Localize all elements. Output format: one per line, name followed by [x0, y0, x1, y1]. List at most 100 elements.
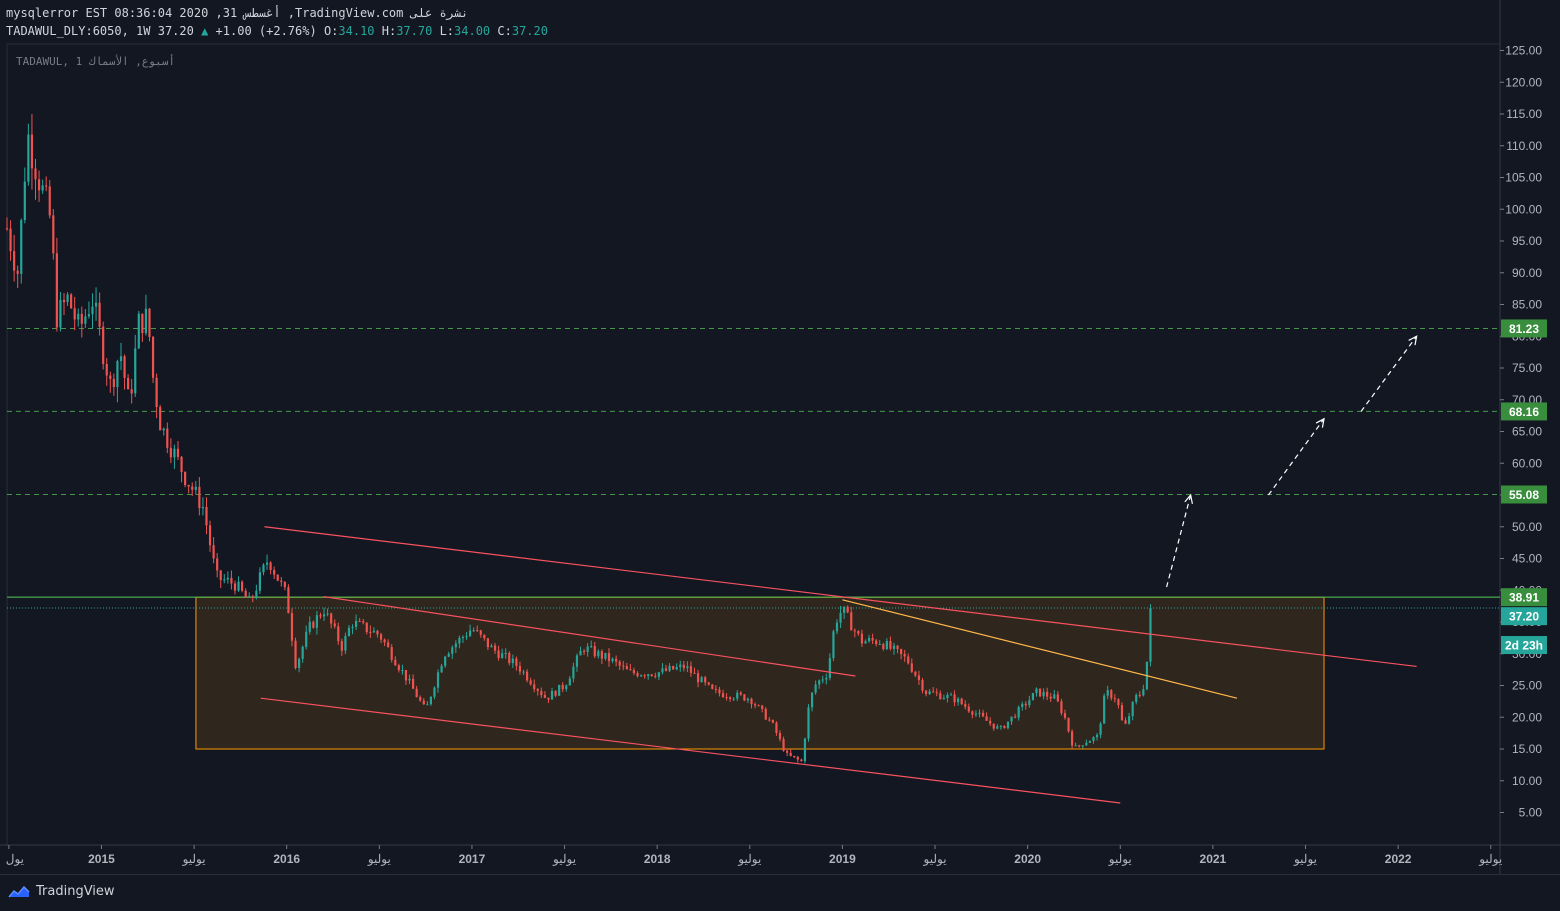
candle-body-25: [94, 302, 98, 307]
price-chart[interactable]: TADAWUL, 1 أسبوع, الأسماك 125.00 120.00 11…: [0, 0, 1560, 874]
change-value: +1.00 (+2.76%): [215, 24, 317, 38]
y-tick-label-0: 125.00: [1505, 44, 1542, 58]
y-tick-label-21: 20.00: [1512, 710, 1542, 724]
candle-body-187: [672, 665, 675, 670]
candle-body-127: [458, 637, 461, 644]
candle-body-317: [1135, 695, 1138, 702]
candle-body-85: [308, 621, 311, 632]
y-tick-label-4: 105.00: [1505, 171, 1542, 185]
candle-body-304: [1088, 741, 1092, 743]
candle-body-14: [55, 253, 58, 328]
candle-body-129: [465, 636, 468, 638]
open-value: 34.10: [338, 24, 375, 38]
horizontal-levels: [7, 327, 1500, 609]
y-tick-label-12: 65.00: [1512, 425, 1542, 439]
candle-body-190: [682, 664, 685, 669]
candle-body-30: [112, 378, 115, 388]
time-axis[interactable]: يول 2015 يوليو 2016 يوليو 2017 يوليو 2018 يوليو 2…: [6, 845, 1503, 866]
candle-body-121: [436, 672, 440, 688]
candle-body-124: [447, 653, 450, 657]
candle-body-84: [305, 631, 308, 647]
candle-body-211: [757, 705, 760, 707]
candle-body-112: [404, 669, 408, 681]
candle-body-81: [294, 640, 297, 669]
candle-body-86: [312, 621, 315, 628]
candle-body-276: [989, 720, 992, 724]
candle-body-209: [750, 698, 753, 705]
candle-body-242: [867, 638, 871, 642]
tradingview-logo-icon: [8, 885, 30, 897]
candle-body-267: [957, 698, 960, 703]
candle-body-56: [205, 506, 208, 526]
price-axis[interactable]: 125.00 120.00 115.00 110.00 105.00 100.00 95.0…: [1500, 44, 1542, 820]
candle-body-74: [269, 562, 272, 571]
x-tick-label-10: يوليو: [923, 852, 947, 866]
candle-body-294: [1053, 694, 1056, 699]
range-box-rect: [195, 596, 1325, 750]
candle-body-15: [59, 299, 62, 328]
range-box: [195, 596, 1325, 750]
projection-arrowhead-2: [1408, 335, 1418, 346]
candle-body-248: [889, 641, 892, 649]
candle-body-166: [597, 651, 600, 657]
candle-body-153: [550, 690, 554, 700]
high-value: 37.70: [396, 24, 433, 38]
candle-body-252: [903, 654, 906, 657]
candle-body-236: [846, 606, 849, 613]
candle-body-315: [1128, 716, 1131, 724]
candle-body-158: [568, 678, 571, 686]
candle-body-235: [843, 606, 846, 613]
candle-body-306: [1095, 734, 1099, 738]
candle-body-27: [102, 326, 105, 364]
candle-body-5: [23, 181, 26, 221]
candle-body-164: [590, 646, 593, 648]
projection-arrow-2: [1360, 335, 1418, 412]
candle-body-185: [664, 668, 668, 671]
candle-body-290: [1038, 688, 1042, 697]
symbol-label: TADAWUL_DLY:6050, 1W 37.20: [6, 24, 194, 38]
candle-body-3: [16, 270, 19, 274]
candle-body-188: [675, 666, 678, 670]
candle-body-224: [803, 738, 807, 762]
y-tick-label-6: 95.00: [1512, 234, 1542, 248]
candle-body-240: [860, 633, 864, 644]
candle-body-250: [896, 645, 899, 650]
candle-body-217: [778, 733, 782, 740]
candle-body-303: [1085, 742, 1088, 746]
candle-body-105: [379, 634, 383, 640]
ohlc-legend: TADAWUL_DLY:6050, 1W 37.20 ▲ +1.00 (+2.7…: [6, 24, 548, 38]
y-tick-label-16: 45.00: [1512, 552, 1542, 566]
candle-body-76: [276, 574, 279, 581]
candle-body-299: [1071, 731, 1074, 746]
y-tick-label-13: 60.00: [1512, 456, 1542, 470]
candle-body-36: [134, 348, 137, 394]
x-tick-label-1: 2015: [88, 852, 115, 866]
candle-body-141: [508, 652, 511, 664]
price-label-0: 81.23: [1509, 322, 1539, 336]
candle-body-165: [593, 646, 596, 657]
candle-body-231: [828, 658, 831, 678]
candle-body-307: [1099, 723, 1102, 735]
y-tick-label-15: 50.00: [1512, 520, 1542, 534]
candle-body-203: [729, 697, 732, 699]
tradingview-brand[interactable]: TradingView: [8, 884, 115, 899]
candle-body-205: [736, 692, 739, 699]
candle-body-22: [84, 316, 87, 324]
trendline-1: [323, 596, 856, 677]
candle-body-254: [910, 663, 913, 672]
candle-body-110: [397, 665, 400, 671]
candle-body-280: [1003, 725, 1006, 729]
candle-body-69: [251, 596, 254, 598]
candle-body-115: [415, 688, 418, 698]
candle-body-201: [721, 693, 725, 698]
countdown-bg: [1501, 636, 1547, 655]
candle-body-125: [451, 647, 454, 654]
candle-body-273: [978, 712, 981, 714]
candle-body-222: [796, 756, 799, 760]
candle-body-119: [429, 696, 433, 705]
candle-body-162: [582, 650, 586, 652]
candle-body-45: [166, 428, 169, 448]
candle-body-24: [91, 306, 94, 315]
candle-body-253: [907, 656, 910, 664]
price-label-2: 55.08: [1509, 488, 1539, 502]
